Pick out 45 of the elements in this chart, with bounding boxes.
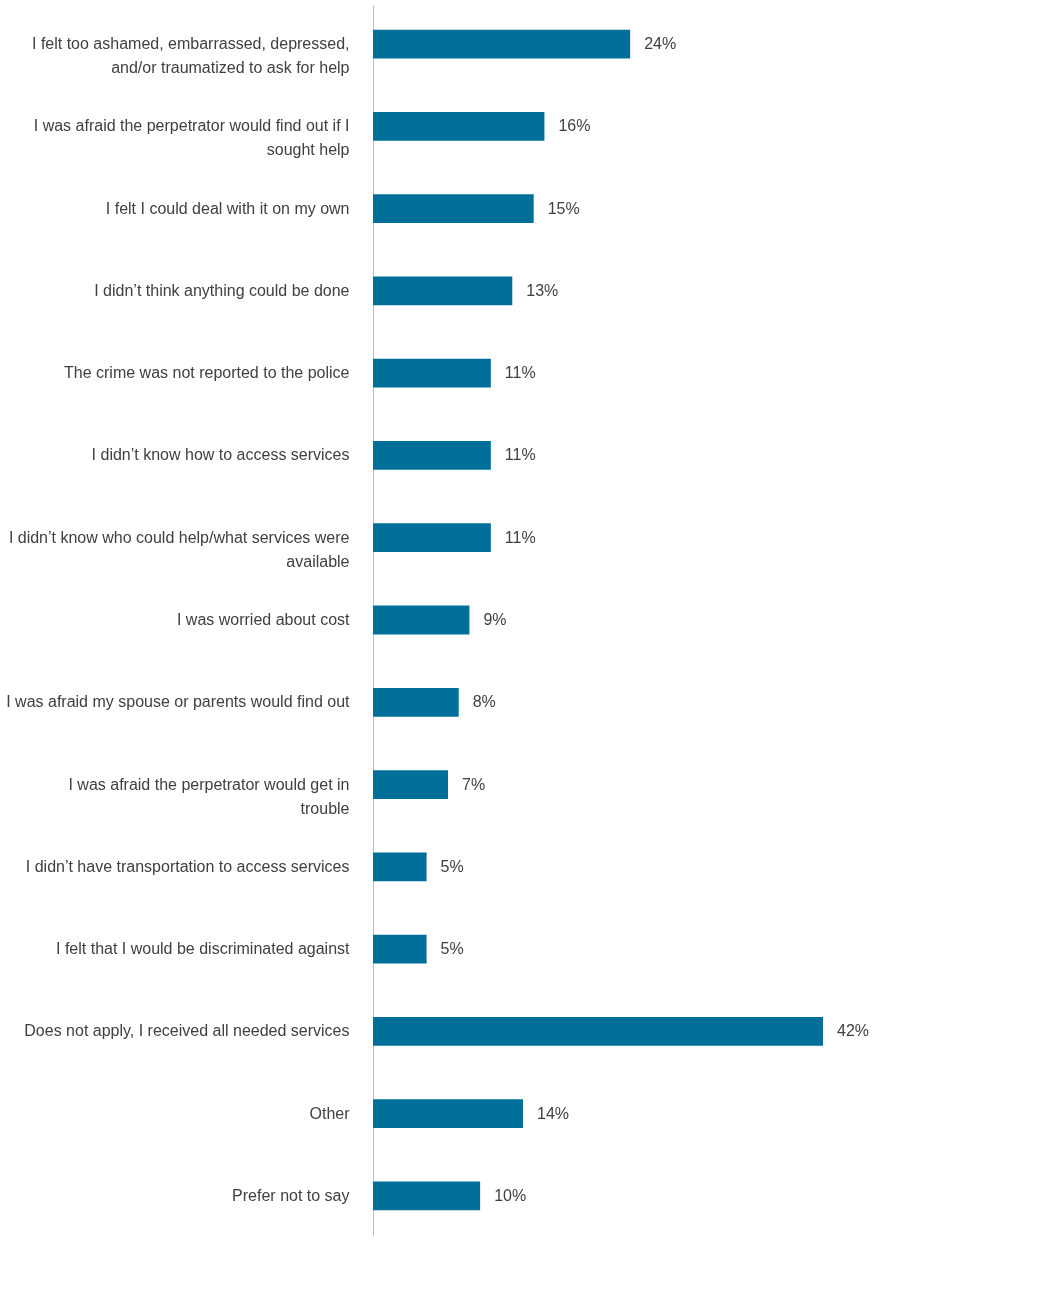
data-label: 11% bbox=[504, 528, 536, 546]
data-label: 15% bbox=[547, 199, 580, 217]
y-tick-label: I was afraid the perpetrator would find out if I sought help bbox=[33, 117, 350, 159]
y-tick-label: I felt too ashamed, embarrassed, depressed, and/or traumatized to ask for help bbox=[31, 35, 350, 77]
bar bbox=[373, 770, 448, 799]
data-label: 14% bbox=[537, 1104, 570, 1122]
bar bbox=[373, 194, 534, 224]
bar bbox=[373, 852, 427, 882]
y-tick-label: I was afraid the perpetrator would get in trouble bbox=[68, 775, 350, 817]
y-tick-label: I felt I could deal with it on my own bbox=[105, 199, 350, 217]
bar bbox=[373, 1099, 523, 1129]
bar bbox=[373, 441, 491, 470]
bar bbox=[373, 605, 470, 635]
bar bbox=[373, 934, 427, 964]
y-tick-label: I didn’t know how to access services bbox=[91, 446, 350, 464]
data-label: 24% bbox=[644, 35, 677, 53]
y-tick-label: I was afraid my spouse or parents would find out bbox=[6, 693, 351, 711]
y-tick-label: Other bbox=[309, 1104, 351, 1122]
data-label: 8% bbox=[472, 693, 496, 711]
bar bbox=[373, 687, 459, 717]
y-tick-label: I didn’t know who could help/what services were available bbox=[8, 528, 350, 570]
data-label: 42% bbox=[837, 1022, 870, 1040]
y-tick-label: I didn’t think anything could be done bbox=[94, 281, 350, 299]
bar bbox=[373, 523, 491, 553]
bar bbox=[373, 1181, 481, 1211]
data-label: 13% bbox=[526, 281, 559, 299]
y-tick-label: Does not apply, I received all needed services bbox=[24, 1022, 350, 1040]
bar bbox=[373, 29, 631, 59]
bar bbox=[373, 111, 545, 141]
data-label: 5% bbox=[440, 857, 464, 875]
data-label: 7% bbox=[462, 775, 486, 793]
data-label: 5% bbox=[440, 940, 464, 958]
y-tick-label: I didn’t have transportation to access services bbox=[25, 857, 350, 875]
bar bbox=[373, 1016, 823, 1046]
bar bbox=[373, 358, 491, 388]
y-tick-label: Prefer not to say bbox=[232, 1186, 350, 1204]
y-tick-label: I was worried about cost bbox=[176, 611, 351, 628]
y-tick-label: The crime was not reported to the police bbox=[64, 364, 350, 382]
bar bbox=[373, 276, 513, 306]
data-label: 11% bbox=[504, 364, 536, 382]
data-label: 16% bbox=[558, 117, 591, 135]
data-label: 11% bbox=[504, 446, 536, 464]
data-label: 10% bbox=[494, 1186, 527, 1204]
data-label: 9% bbox=[483, 611, 507, 628]
y-tick-label: I felt that I would be discriminated against bbox=[56, 940, 351, 958]
